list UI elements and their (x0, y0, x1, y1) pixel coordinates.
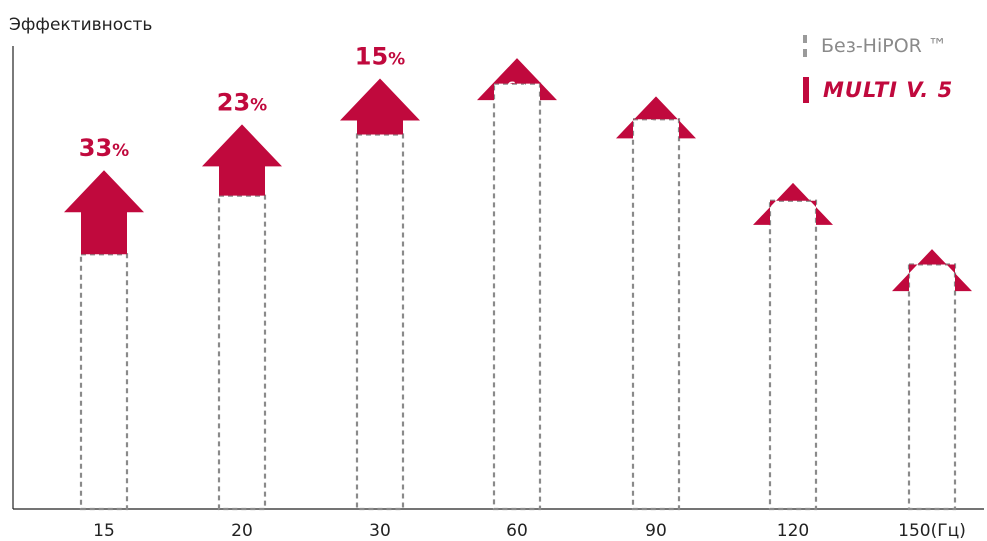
improvement-arrow-4 (477, 58, 557, 101)
baseline-bar-3 (355, 133, 405, 511)
legend-item-multi-v5: MULTI V. 5 (803, 72, 983, 108)
legend-item-without-hipor: Без-HiPOR ™ (803, 28, 983, 64)
legend-swatch-dashed (803, 35, 807, 57)
baseline-bar-1 (79, 253, 129, 511)
baseline-bar-5 (631, 118, 681, 511)
chart-marks: 33% 15 23% 20 15% 30 6% 60 6% 90 6% 120 6% 150(Гц) (64, 42, 972, 541)
improvement-arrow-6 (753, 182, 833, 225)
baseline-bar-2 (217, 194, 267, 511)
baseline-bar-7 (907, 263, 957, 511)
percent-label-6: 6% (782, 203, 804, 222)
percent-label-1: 33% (79, 134, 129, 162)
x-tick-label-1: 15 (93, 521, 115, 541)
improvement-arrow-1 (64, 170, 144, 255)
legend-swatch-solid (803, 77, 809, 103)
legend-label-multi-v5: MULTI V. 5 (823, 78, 954, 102)
percent-label-3: 15% (355, 42, 405, 70)
x-tick-label-3: 30 (369, 521, 391, 541)
x-tick-label-4: 60 (506, 521, 528, 541)
baseline-bar-6 (768, 199, 818, 511)
percent-label-4: 6% (506, 78, 528, 97)
percent-label-2: 23% (217, 88, 267, 116)
percent-label-7: 6% (921, 269, 943, 288)
baseline-bar-4 (492, 82, 542, 511)
improvement-arrow-7 (892, 249, 972, 292)
x-tick-label-5: 90 (645, 521, 667, 541)
improvement-arrow-2 (202, 124, 282, 196)
improvement-arrow-3 (340, 78, 420, 135)
x-tick-label-6: 120 (777, 521, 809, 541)
y-axis-label: Эффективность (9, 15, 152, 35)
legend-label-without-hipor: Без-HiPOR ™ (821, 35, 947, 57)
legend: Без-HiPOR ™ MULTI V. 5 (803, 28, 983, 108)
percent-label-5: 6% (645, 116, 667, 135)
x-tick-label-2: 20 (231, 521, 253, 541)
x-tick-label-7: 150(Гц) (898, 521, 966, 541)
improvement-arrow-5 (616, 96, 696, 139)
